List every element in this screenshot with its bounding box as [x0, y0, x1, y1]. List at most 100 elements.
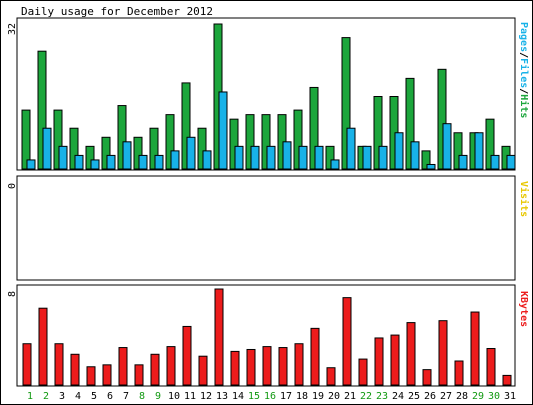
legend-files: Files	[518, 58, 530, 88]
chart-title: Daily usage for December 2012	[21, 5, 213, 18]
files-bar	[234, 145, 244, 170]
kbytes-bar	[390, 334, 400, 386]
kbytes-bar	[102, 364, 112, 386]
hits-bar	[261, 114, 271, 170]
files-bar	[218, 91, 228, 170]
files-bar	[42, 127, 52, 170]
legend-kbytes: KBytes	[518, 291, 529, 327]
kbytes-bar	[406, 322, 416, 386]
x-tick-label: 14	[232, 391, 244, 402]
hits-bar	[197, 127, 207, 170]
top-ymax-label: 32	[7, 23, 18, 35]
middle-legend: Visits	[518, 181, 530, 217]
x-tick-label: 25	[408, 391, 420, 402]
kbytes-bar	[310, 327, 320, 386]
x-tick-label: 28	[456, 391, 468, 402]
x-tick-label: 15	[248, 391, 260, 402]
files-bar	[458, 154, 468, 170]
files-bar	[266, 145, 276, 170]
hits-bar	[405, 77, 415, 170]
x-tick-label: 23	[376, 391, 388, 402]
kbytes-bar	[438, 320, 448, 386]
hits-bar	[101, 136, 111, 170]
x-tick-label: 10	[168, 391, 180, 402]
files-bar	[506, 154, 516, 170]
kbytes-bar	[118, 347, 128, 386]
kbytes-bar	[422, 369, 432, 386]
x-tick-label: 31	[504, 391, 516, 402]
hits-bar	[37, 50, 47, 170]
kbytes-bar	[70, 353, 80, 386]
x-tick-label: 9	[155, 391, 161, 402]
files-bar	[314, 145, 324, 170]
x-tick-label: 19	[312, 391, 324, 402]
kbytes-bar	[294, 343, 304, 386]
bottom-ymax-label: 8	[7, 291, 18, 297]
kbytes-bar	[278, 347, 288, 386]
hits-bar	[421, 150, 431, 170]
bottom-legend: KBytes	[518, 291, 529, 327]
kbytes-bar	[502, 374, 512, 386]
files-bar	[138, 154, 148, 170]
x-tick-label: 11	[184, 391, 196, 402]
x-tick-label: 8	[139, 391, 145, 402]
kbytes-bar	[86, 366, 96, 386]
files-bar	[442, 123, 452, 170]
files-bar	[26, 159, 36, 170]
kbytes-bar	[470, 311, 480, 386]
hits-bar	[325, 145, 335, 170]
files-bar	[202, 150, 212, 170]
files-bar	[170, 150, 180, 170]
x-tick-label: 16	[264, 391, 276, 402]
x-tick-label: 2	[43, 391, 49, 402]
legend-sep-2: /	[518, 88, 529, 94]
hits-bar	[149, 127, 159, 170]
files-bar	[154, 154, 164, 170]
files-bar	[250, 145, 260, 170]
hits-bar	[293, 109, 303, 170]
kbytes-bar	[38, 307, 48, 386]
kbytes-bar	[374, 337, 384, 386]
legend-pages: Pages	[518, 22, 529, 52]
files-bar	[90, 159, 100, 170]
files-bar	[474, 132, 484, 170]
x-tick-label: 18	[296, 391, 308, 402]
hits-bar	[53, 109, 63, 170]
files-bar	[378, 145, 388, 170]
x-tick-label: 17	[280, 391, 292, 402]
kbytes-bar	[22, 343, 32, 386]
hits-bar	[245, 114, 255, 170]
hits-bar	[21, 109, 31, 170]
kbytes-bar	[150, 353, 160, 386]
files-bar	[106, 154, 116, 170]
files-bar	[426, 163, 436, 170]
x-tick-label: 3	[59, 391, 65, 402]
kbytes-bar	[182, 325, 192, 386]
kbytes-bar	[486, 348, 496, 386]
files-bar	[298, 145, 308, 170]
hits-bar	[229, 118, 239, 170]
hits-bar	[85, 145, 95, 170]
kbytes-bar	[230, 350, 240, 386]
hits-bar	[181, 82, 191, 170]
x-tick-label: 12	[200, 391, 212, 402]
kbytes-bar	[54, 343, 64, 386]
hits-bar	[69, 127, 79, 170]
kbytes-bar	[358, 358, 368, 386]
kbytes-bar	[326, 367, 336, 386]
files-bar	[394, 132, 404, 170]
files-bar	[346, 127, 356, 170]
x-tick-label: 6	[107, 391, 113, 402]
files-bar	[122, 141, 132, 170]
hits-bar	[453, 132, 463, 170]
bars-layer	[21, 23, 516, 386]
hits-bar	[341, 37, 351, 170]
files-bar	[330, 159, 340, 170]
x-tick-label: 30	[488, 391, 500, 402]
x-tick-label: 27	[440, 391, 452, 402]
x-tick-label: 7	[123, 391, 129, 402]
top-legend: Pages/Files/Hits	[518, 22, 530, 118]
kbytes-bar	[454, 360, 464, 386]
files-bar	[410, 141, 420, 170]
